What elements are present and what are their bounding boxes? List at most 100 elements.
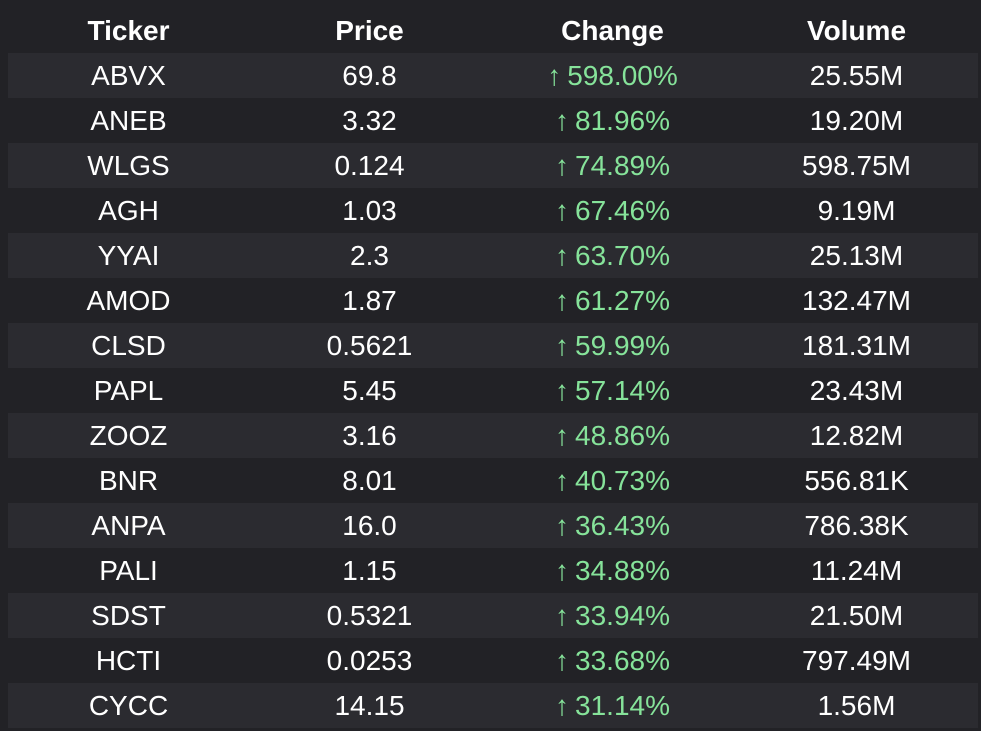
price-cell: 3.16: [342, 419, 397, 451]
table-body: ABVX 69.8 ↑ 598.00% 25.55M ANEB 3.32 ↑ 81.96% 19.…: [8, 53, 978, 728]
up-arrow-icon: ↑: [555, 644, 570, 676]
volume-cell: 23.43M: [809, 374, 904, 406]
table-row[interactable]: WLGS 0.124 ↑ 74.89% 598.75M: [8, 143, 978, 188]
price-cell: 69.8: [342, 59, 397, 91]
change-value: 59.99%: [575, 329, 670, 361]
change-value: 36.43%: [575, 509, 670, 541]
ticker-cell: ZOOZ: [89, 419, 168, 451]
change-cell: ↑ 74.89%: [490, 150, 735, 182]
ticker-cell: AMOD: [86, 284, 171, 316]
ticker-cell: ANPA: [91, 509, 166, 541]
ticker-cell: BNR: [98, 464, 159, 496]
volume-cell: 25.13M: [809, 239, 904, 271]
volume-cell: 786.38K: [804, 509, 909, 541]
change-value: 34.88%: [575, 554, 670, 586]
table-row[interactable]: ANPA 16.0 ↑ 36.43% 786.38K: [8, 503, 978, 548]
change-cell: ↑ 34.88%: [490, 555, 735, 587]
price-column-header[interactable]: Price: [335, 14, 404, 46]
volume-cell: 11.24M: [810, 554, 903, 586]
up-arrow-icon: ↑: [555, 149, 570, 181]
volume-cell: 132.47M: [802, 284, 911, 316]
change-value: 74.89%: [575, 149, 670, 181]
price-cell: 1.03: [342, 194, 397, 226]
change-value: 63.70%: [575, 239, 670, 271]
ticker-cell: CYCC: [88, 689, 169, 721]
change-cell: ↑ 31.14%: [490, 690, 735, 722]
change-value: 67.46%: [575, 194, 670, 226]
volume-cell: 797.49M: [802, 644, 911, 676]
ticker-cell: PALI: [99, 554, 158, 586]
change-value: 33.68%: [575, 644, 670, 676]
change-cell: ↑ 67.46%: [490, 195, 735, 227]
ticker-cell: ANEB: [90, 104, 167, 136]
table-row[interactable]: AMOD 1.87 ↑ 61.27% 132.47M: [8, 278, 978, 323]
ticker-column-header[interactable]: Ticker: [87, 14, 170, 46]
ticker-cell: HCTI: [95, 644, 162, 676]
table-row[interactable]: BNR 8.01 ↑ 40.73% 556.81K: [8, 458, 978, 503]
change-cell: ↑ 598.00%: [490, 60, 735, 92]
price-cell: 0.5621: [326, 329, 413, 361]
volume-cell: 181.31M: [802, 329, 911, 361]
up-arrow-icon: ↑: [555, 194, 570, 226]
up-arrow-icon: ↑: [555, 599, 570, 631]
price-cell: 16.0: [342, 509, 397, 541]
table-row[interactable]: SDST 0.5321 ↑ 33.94% 21.50M: [8, 593, 978, 638]
change-cell: ↑ 48.86%: [490, 420, 735, 452]
change-cell: ↑ 33.94%: [490, 600, 735, 632]
change-value: 61.27%: [575, 284, 670, 316]
table-row[interactable]: AGH 1.03 ↑ 67.46% 9.19M: [8, 188, 978, 233]
price-cell: 1.15: [342, 554, 397, 586]
volume-cell: 556.81K: [804, 464, 909, 496]
up-arrow-icon: ↑: [555, 329, 570, 361]
price-cell: 1.87: [342, 284, 397, 316]
up-arrow-icon: ↑: [555, 509, 570, 541]
ticker-cell: WLGS: [87, 149, 170, 181]
table-row[interactable]: HCTI 0.0253 ↑ 33.68% 797.49M: [8, 638, 978, 683]
change-cell: ↑ 57.14%: [490, 375, 735, 407]
ticker-cell: YYAI: [97, 239, 160, 271]
volume-cell: 9.19M: [817, 194, 896, 226]
up-arrow-icon: ↑: [555, 464, 570, 496]
up-arrow-icon: ↑: [555, 374, 570, 406]
stock-table: Ticker Price Change Volume ABVX 69.8 ↑ 598.…: [8, 8, 978, 728]
table-row[interactable]: PALI 1.15 ↑ 34.88% 11.24M: [8, 548, 978, 593]
price-cell: 8.01: [342, 464, 397, 496]
change-column-header[interactable]: Change: [561, 14, 664, 46]
change-value: 57.14%: [575, 374, 670, 406]
change-value: 598.00%: [567, 59, 678, 91]
change-cell: ↑ 59.99%: [490, 330, 735, 362]
volume-cell: 12.82M: [809, 419, 904, 451]
volume-cell: 598.75M: [802, 149, 911, 181]
change-cell: ↑ 81.96%: [490, 105, 735, 137]
up-arrow-icon: ↑: [555, 689, 570, 721]
table-row[interactable]: ABVX 69.8 ↑ 598.00% 25.55M: [8, 53, 978, 98]
table-row[interactable]: YYAI 2.3 ↑ 63.70% 25.13M: [8, 233, 978, 278]
change-value: 48.86%: [575, 419, 670, 451]
table-row[interactable]: CYCC 14.15 ↑ 31.14% 1.56M: [8, 683, 978, 728]
price-cell: 5.45: [342, 374, 397, 406]
volume-cell: 21.50M: [809, 599, 904, 631]
price-cell: 0.5321: [326, 599, 413, 631]
table-row[interactable]: ANEB 3.32 ↑ 81.96% 19.20M: [8, 98, 978, 143]
up-arrow-icon: ↑: [555, 554, 570, 586]
change-cell: ↑ 40.73%: [490, 465, 735, 497]
up-arrow-icon: ↑: [555, 239, 570, 271]
price-cell: 0.124: [334, 149, 405, 181]
up-arrow-icon: ↑: [555, 419, 570, 451]
volume-column-header[interactable]: Volume: [806, 14, 907, 46]
change-cell: ↑ 36.43%: [490, 510, 735, 542]
price-cell: 0.0253: [326, 644, 413, 676]
table-header-row: Ticker Price Change Volume: [8, 8, 978, 53]
table-row[interactable]: PAPL 5.45 ↑ 57.14% 23.43M: [8, 368, 978, 413]
volume-cell: 19.20M: [809, 104, 904, 136]
table-row[interactable]: ZOOZ 3.16 ↑ 48.86% 12.82M: [8, 413, 978, 458]
change-value: 81.96%: [575, 104, 670, 136]
volume-cell: 1.56M: [817, 689, 896, 721]
ticker-cell: ABVX: [91, 59, 166, 91]
change-cell: ↑ 33.68%: [490, 645, 735, 677]
change-cell: ↑ 61.27%: [490, 285, 735, 317]
table-row[interactable]: CLSD 0.5621 ↑ 59.99% 181.31M: [8, 323, 978, 368]
change-value: 33.94%: [575, 599, 670, 631]
up-arrow-icon: ↑: [555, 284, 570, 316]
